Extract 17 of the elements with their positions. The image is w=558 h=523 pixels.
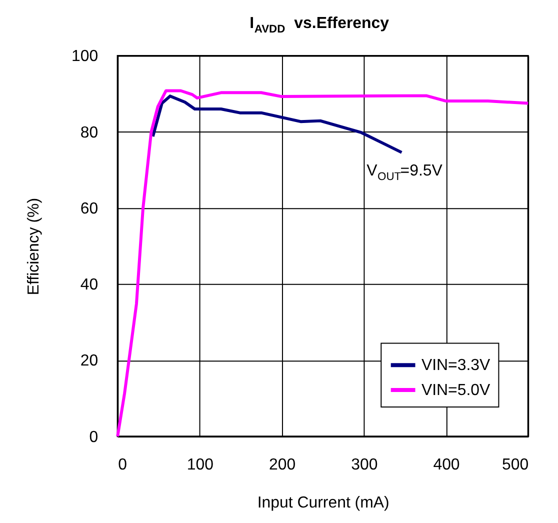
x-tick-label: 200 xyxy=(268,456,296,474)
x-tick-label: 100 xyxy=(186,456,214,474)
y-tick-label: 0 xyxy=(89,428,98,446)
x-tick-label: 500 xyxy=(502,456,529,474)
y-axis-title: Efficiency (%) xyxy=(26,198,43,296)
x-axis-title: Input Current (mA) xyxy=(257,494,390,512)
legend-label: VIN=3.3V xyxy=(421,357,491,374)
y-tick-label: 20 xyxy=(80,352,98,370)
x-tick-label: 0 xyxy=(118,456,128,474)
x-tick-label: 400 xyxy=(433,456,460,474)
y-tick-label: 80 xyxy=(80,124,98,142)
y-tick-label: 100 xyxy=(72,48,98,66)
y-tick-label: 40 xyxy=(80,276,98,294)
legend-label: VIN=5.0V xyxy=(421,382,491,400)
line-series xyxy=(151,94,404,154)
y-tick-label: 60 xyxy=(80,200,98,218)
x-tick-label: 300 xyxy=(351,456,378,474)
